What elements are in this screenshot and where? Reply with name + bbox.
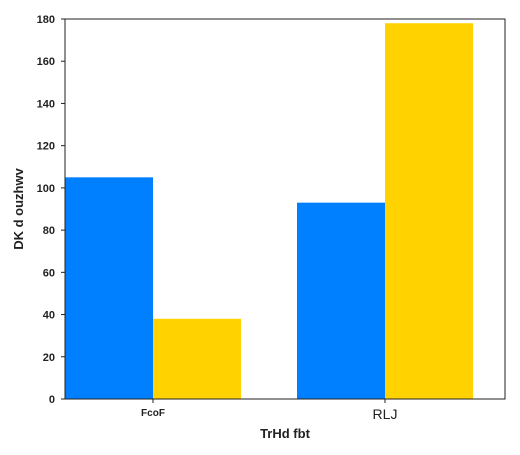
bar-rlj-series-1 — [297, 203, 385, 399]
y-tick-label: 120 — [37, 141, 55, 153]
y-tick-label: 80 — [43, 225, 55, 237]
bar-fcof-series-1 — [65, 177, 153, 399]
y-tick-label: 40 — [43, 310, 55, 322]
bar-rlj-series-2 — [385, 23, 473, 399]
y-axis-label: DK d ouzhwv — [11, 167, 26, 249]
y-tick-label: 160 — [37, 56, 55, 68]
y-tick-label: 100 — [37, 183, 55, 195]
x-axis-label: TrHd fbt — [260, 426, 310, 441]
y-tick-label: 0 — [49, 394, 55, 406]
y-tick-label: 180 — [37, 14, 55, 26]
x-axis-ticks: FcoF RLJ — [141, 399, 397, 422]
x-tick-label-fcof: FcoF — [141, 408, 165, 419]
bar-fcof-series-2 — [153, 319, 241, 399]
y-axis-ticks: 0 20 40 60 80 100 120 140 160 180 — [37, 14, 65, 406]
y-tick-label: 140 — [37, 98, 55, 110]
x-tick-label-rlj: RLJ — [373, 406, 398, 422]
y-tick-label: 60 — [43, 267, 55, 279]
bars — [65, 23, 473, 399]
y-tick-label: 20 — [43, 352, 55, 364]
